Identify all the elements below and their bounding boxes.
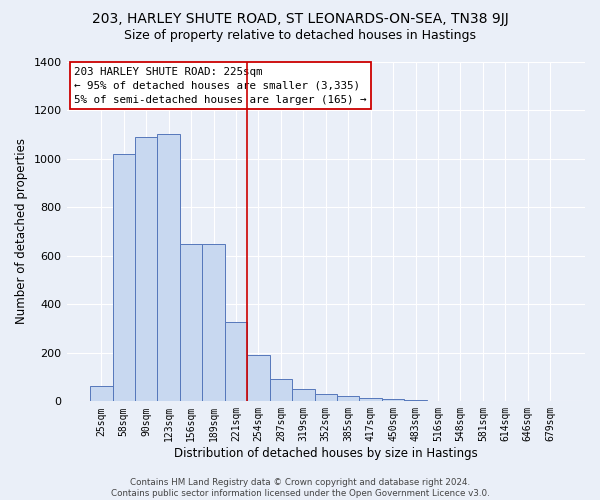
X-axis label: Distribution of detached houses by size in Hastings: Distribution of detached houses by size … bbox=[174, 447, 478, 460]
Bar bbox=[427, 400, 449, 402]
Bar bbox=[157, 134, 180, 402]
Text: Size of property relative to detached houses in Hastings: Size of property relative to detached ho… bbox=[124, 29, 476, 42]
Bar bbox=[269, 380, 292, 402]
Bar bbox=[359, 398, 382, 402]
Text: Contains HM Land Registry data © Crown copyright and database right 2024.
Contai: Contains HM Land Registry data © Crown c… bbox=[110, 478, 490, 498]
Bar bbox=[247, 355, 269, 402]
Bar bbox=[314, 394, 337, 402]
Bar bbox=[382, 399, 404, 402]
Text: 203, HARLEY SHUTE ROAD, ST LEONARDS-ON-SEA, TN38 9JJ: 203, HARLEY SHUTE ROAD, ST LEONARDS-ON-S… bbox=[92, 12, 508, 26]
Bar bbox=[180, 244, 202, 402]
Bar bbox=[292, 389, 314, 402]
Bar bbox=[90, 386, 113, 402]
Bar bbox=[113, 154, 135, 402]
Y-axis label: Number of detached properties: Number of detached properties bbox=[15, 138, 28, 324]
Bar bbox=[225, 322, 247, 402]
Text: 203 HARLEY SHUTE ROAD: 225sqm
← 95% of detached houses are smaller (3,335)
5% of: 203 HARLEY SHUTE ROAD: 225sqm ← 95% of d… bbox=[74, 66, 367, 104]
Bar bbox=[202, 244, 225, 402]
Bar bbox=[135, 136, 157, 402]
Bar bbox=[404, 400, 427, 402]
Bar bbox=[337, 396, 359, 402]
